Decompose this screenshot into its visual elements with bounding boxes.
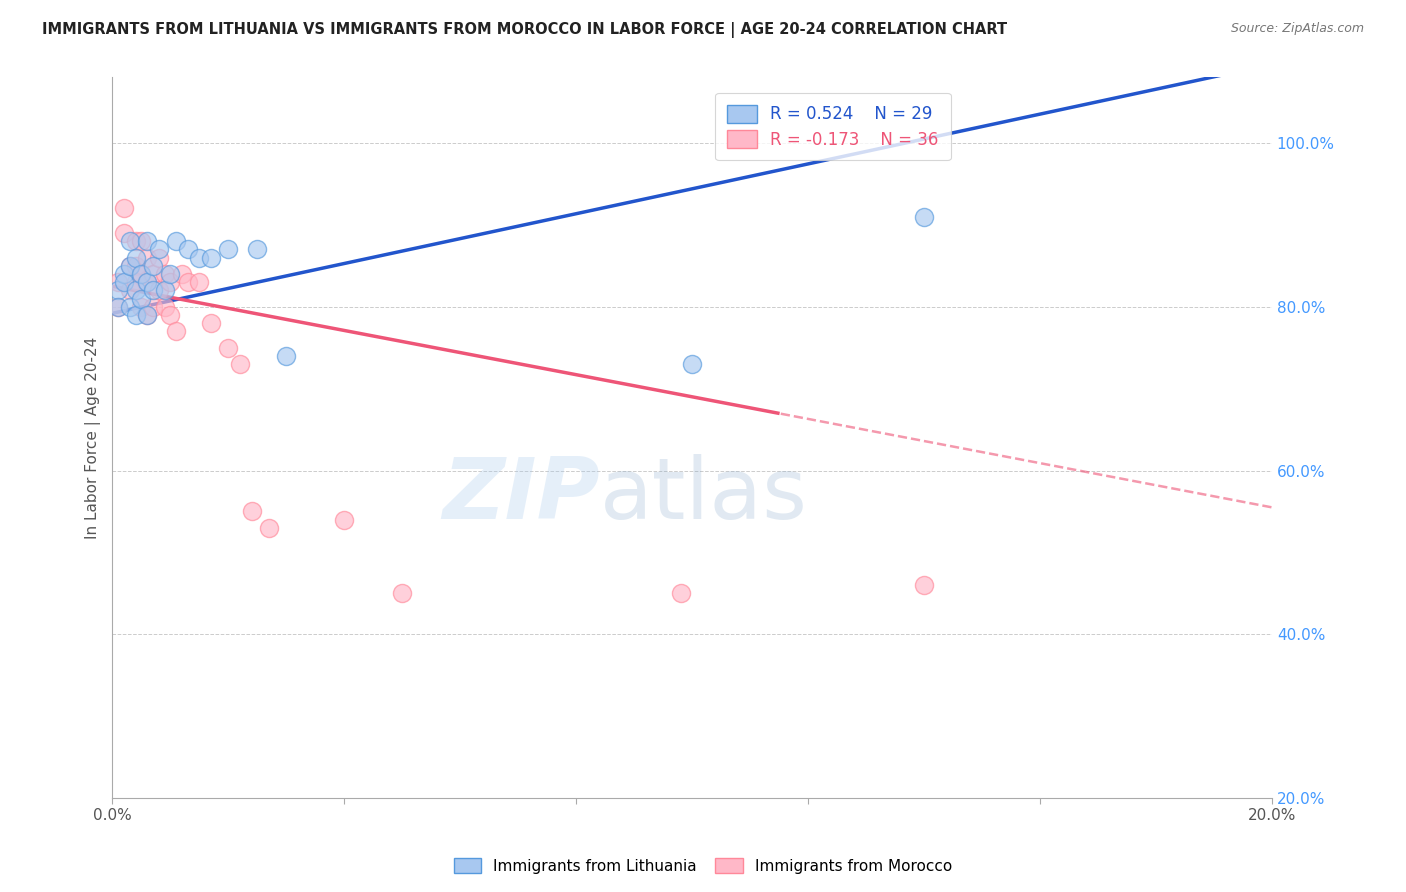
Point [153, 300, 176, 314]
Point [112, 202, 135, 216]
Point [136, 308, 159, 322]
Point [136, 251, 159, 265]
Point [142, 259, 165, 273]
Point [188, 275, 211, 289]
Point [131, 267, 153, 281]
Point [240, 504, 263, 518]
Point [131, 300, 153, 314]
Point [131, 267, 153, 281]
Point [153, 284, 176, 298]
Point [131, 234, 153, 248]
Point [107, 284, 129, 298]
Point [118, 284, 141, 298]
Text: atlas: atlas [599, 454, 807, 537]
Point [681, 357, 703, 371]
Point [124, 234, 146, 248]
Point [229, 357, 252, 371]
Point [200, 316, 222, 330]
Point [177, 275, 200, 289]
Point [124, 284, 146, 298]
Point [188, 251, 211, 265]
Point [142, 300, 165, 314]
Point [912, 210, 935, 224]
Text: ZIP: ZIP [441, 454, 599, 537]
Point [118, 259, 141, 273]
Point [124, 275, 146, 289]
Point [118, 234, 141, 248]
Point [246, 243, 269, 257]
Point [276, 349, 298, 363]
Point [165, 324, 187, 338]
Point [148, 284, 170, 298]
Point [136, 275, 159, 289]
Point [112, 275, 135, 289]
Point [136, 234, 159, 248]
Point [131, 292, 153, 306]
Point [148, 251, 170, 265]
Point [142, 284, 165, 298]
Point [391, 586, 413, 600]
Point [112, 267, 135, 281]
Point [177, 243, 200, 257]
Text: IMMIGRANTS FROM LITHUANIA VS IMMIGRANTS FROM MOROCCO IN LABOR FORCE | AGE 20-24 : IMMIGRANTS FROM LITHUANIA VS IMMIGRANTS … [42, 22, 1007, 38]
Point [124, 259, 146, 273]
Legend: R = 0.524    N = 29, R = -0.173    N = 36: R = 0.524 N = 29, R = -0.173 N = 36 [716, 93, 950, 161]
Point [159, 275, 181, 289]
Point [148, 243, 170, 257]
Point [112, 226, 135, 240]
Point [170, 267, 193, 281]
Point [118, 300, 141, 314]
Text: Source: ZipAtlas.com: Source: ZipAtlas.com [1230, 22, 1364, 36]
Point [136, 275, 159, 289]
Point [142, 267, 165, 281]
Point [118, 259, 141, 273]
Point [107, 300, 129, 314]
Point [333, 513, 356, 527]
Point [200, 251, 222, 265]
Point [124, 251, 146, 265]
Point [136, 308, 159, 322]
Point [669, 586, 692, 600]
Point [153, 267, 176, 281]
Y-axis label: In Labor Force | Age 20-24: In Labor Force | Age 20-24 [86, 336, 101, 539]
Point [217, 341, 239, 355]
Point [159, 308, 181, 322]
Legend: Immigrants from Lithuania, Immigrants from Morocco: Immigrants from Lithuania, Immigrants fr… [447, 852, 959, 880]
Point [165, 234, 187, 248]
Point [159, 267, 181, 281]
Point [107, 275, 129, 289]
Point [257, 521, 280, 535]
Point [107, 300, 129, 314]
Point [124, 308, 146, 322]
Point [912, 578, 935, 592]
Point [217, 243, 239, 257]
